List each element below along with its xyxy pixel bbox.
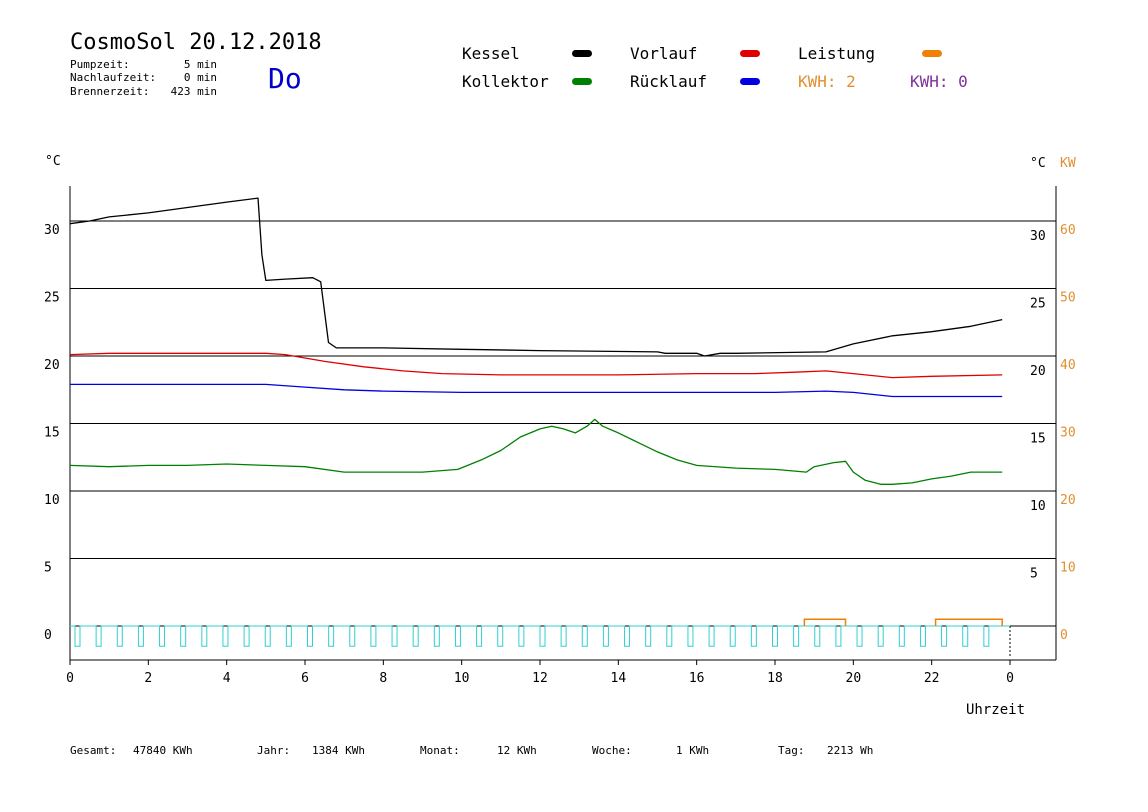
y-tick-label-right: 30 — [1030, 229, 1046, 244]
legend-label-kollektor: Kollektor — [462, 72, 549, 91]
x-tick-label: 0 — [66, 671, 74, 686]
stat-label-pumpzeit: Pumpzeit: — [70, 58, 130, 71]
y-tick-label-left: 15 — [44, 426, 60, 441]
stat-label-nachlaufzeit: Nachlaufzeit: — [70, 71, 157, 84]
y-unit-left: °C — [45, 154, 61, 169]
kwh-value-2: KWH: 0 — [910, 72, 968, 91]
y-tick-label-left: 0 — [44, 628, 52, 643]
y2-tick-label: 50 — [1060, 291, 1076, 306]
x-tick-label: 10 — [454, 671, 470, 686]
footer-label-tag: Tag: — [778, 744, 805, 757]
x-tick-label: 12 — [532, 671, 548, 686]
stat-value-pumpzeit: 5 min — [183, 58, 217, 71]
series-line-kollektor — [69, 418, 1003, 485]
y-tick-label-right: 5 — [1030, 567, 1038, 582]
y-tick-label-right: 20 — [1030, 364, 1046, 379]
y-tick-label-left: 20 — [44, 358, 60, 373]
series-line-kessel — [69, 197, 1003, 357]
leistung-segment — [803, 618, 847, 626]
footer-value-jahr: 1384 KWh — [312, 744, 365, 757]
x-tick-label: 6 — [301, 671, 309, 686]
x-tick-label: 0 — [1006, 671, 1014, 686]
x-tick-label: 18 — [767, 671, 783, 686]
x-tick-label: 14 — [611, 671, 627, 686]
footer-label-woche: Woche: — [592, 744, 632, 757]
legend-label-ruecklauf: Rücklauf — [630, 72, 708, 91]
weekday-label: Do — [268, 62, 302, 95]
footer-value-woche: 1 KWh — [676, 744, 710, 757]
footer-value-gesamt: 47840 KWh — [133, 744, 193, 757]
legend-swatch-ruecklauf — [740, 78, 760, 85]
footer-label-gesamt: Gesamt: — [70, 744, 117, 757]
y-tick-label-right: 15 — [1030, 432, 1046, 447]
legend-swatch-kessel — [572, 50, 592, 57]
y2-tick-label: 40 — [1060, 358, 1076, 373]
legend-label-leistung: Leistung — [798, 44, 876, 63]
leistung-series — [803, 618, 1003, 626]
y-tick-label-left: 30 — [44, 223, 60, 238]
legend-label-vorlauf: Vorlauf — [630, 44, 698, 63]
footer-label-monat: Monat: — [420, 744, 460, 757]
leistung-segment — [934, 618, 1003, 626]
y2-tick-label: 60 — [1060, 223, 1076, 238]
legend-swatch-kollektor — [572, 78, 592, 85]
footer-value-monat: 12 KWh — [497, 744, 537, 757]
footer-value-tag: 2213 Wh — [827, 744, 874, 757]
y2-tick-label: 10 — [1060, 561, 1076, 576]
y-unit-right: °C — [1030, 156, 1046, 171]
x-tick-label: 8 — [379, 671, 387, 686]
stat-value-brennerzeit: 423 min — [170, 85, 217, 98]
series-line-rcklauf — [70, 383, 1003, 398]
footer-label-jahr: Jahr: — [257, 744, 291, 757]
kwh-value-1: KWH: 2 — [798, 72, 856, 91]
y2-tick-label: 0 — [1060, 628, 1068, 643]
page-title: CosmoSol 20.12.2018 — [70, 30, 322, 55]
legend-swatch-leistung — [922, 50, 942, 57]
chart-axis-labels: 0 2 4 6 8 10 12 14 16 18 20 22 030252015105030252015… — [44, 223, 1076, 686]
series-line-vorlauf — [69, 352, 1003, 379]
x-axis-label: Uhrzeit — [966, 702, 1025, 718]
chart-grid — [70, 220, 1056, 627]
stat-label-brennerzeit: Brennerzeit: — [70, 85, 150, 98]
x-tick-label: 16 — [689, 671, 705, 686]
legend-swatch-vorlauf — [740, 50, 760, 57]
x-tick-label: 2 — [144, 671, 152, 686]
y-tick-label-right: 25 — [1030, 297, 1046, 312]
legend-label-kessel: Kessel — [462, 44, 520, 63]
y-tick-label-left: 5 — [44, 561, 52, 576]
x-tick-label: 4 — [223, 671, 231, 686]
pump-pulses — [70, 625, 1010, 647]
pump-series-line — [70, 625, 1010, 647]
y2-tick-label: 30 — [1060, 426, 1076, 441]
y-tick-label-left: 25 — [44, 291, 60, 306]
x-tick-label: 22 — [924, 671, 940, 686]
y2-unit: KW — [1060, 156, 1076, 171]
y2-tick-label: 20 — [1060, 493, 1076, 508]
stat-value-nachlaufzeit: 0 min — [183, 71, 217, 84]
chart-axes — [69, 186, 1057, 665]
temperature-series — [69, 197, 1003, 485]
y-tick-label-right: 10 — [1030, 499, 1046, 514]
y-tick-label-left: 10 — [44, 493, 60, 508]
x-tick-label: 20 — [846, 671, 862, 686]
